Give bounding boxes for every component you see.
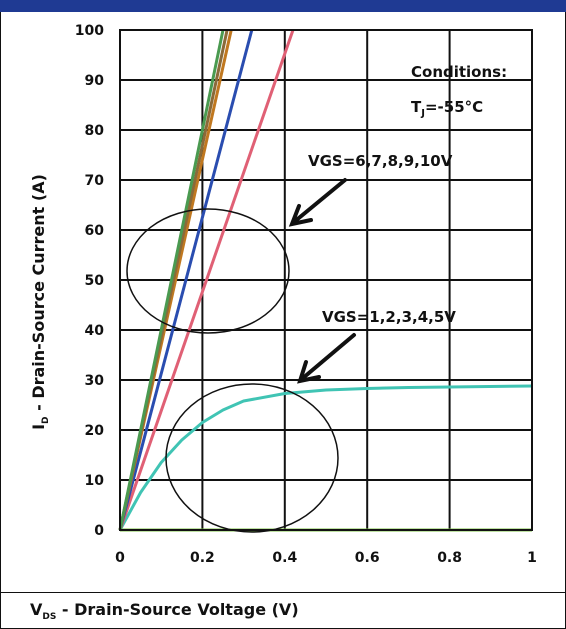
x-tick-label: 0.4 <box>272 550 297 566</box>
conditions-temperature: TJ=-55°C <box>411 98 483 119</box>
vgs-high-label: VGS=6,7,8,9,10V <box>308 152 453 170</box>
y-tick-label: 60 <box>85 223 105 239</box>
y-axis-label-subscript: D <box>41 416 52 424</box>
y-axis-label: ID - Drain-Source Current (A) <box>29 174 51 430</box>
series-line-2 <box>118 29 295 531</box>
y-tick-label: 70 <box>85 173 105 189</box>
series-line-3 <box>118 29 254 531</box>
annotation-ellipse-lower <box>165 383 339 533</box>
x-tick-label: 0.8 <box>437 550 462 566</box>
annotations: Conditions: TJ=-55°C VGS=6,7,8,9,10V VGS… <box>126 63 507 533</box>
x-axis-label-text: - Drain-Source Voltage (V) <box>56 600 299 619</box>
y-tick-label: 90 <box>85 73 105 89</box>
x-tick-label: 1 <box>527 550 537 566</box>
y-tick-label: 80 <box>85 123 105 139</box>
series-line-1 <box>118 384 533 531</box>
y-tick-label: 20 <box>85 423 105 439</box>
x-tick-label: 0.2 <box>190 550 215 566</box>
conditions-title: Conditions: <box>411 63 507 81</box>
annotation-ellipse-upper <box>126 208 290 334</box>
conditions-temperature-subscript: J <box>420 108 425 119</box>
plot-area-border <box>119 29 533 531</box>
y-tick-label: 40 <box>85 323 105 339</box>
header-bar <box>0 0 566 12</box>
arrow-lower <box>297 333 356 384</box>
x-axis-label: VDS - Drain-Source Voltage (V) <box>30 600 299 622</box>
y-tick-label: 50 <box>85 273 105 289</box>
y-axis-label-symbol: I <box>28 423 48 430</box>
y-axis-label-text: - Drain-Source Current (A) <box>28 174 48 417</box>
series-line-6 <box>118 29 225 531</box>
y-tick-label: 10 <box>85 473 105 489</box>
arrow-upper <box>288 178 347 227</box>
vgs-low-label: VGS=1,2,3,4,5V <box>322 308 456 326</box>
grid <box>119 29 533 531</box>
x-axis-label-symbol: V <box>30 600 43 619</box>
y-tick-label: 0 <box>94 523 104 539</box>
y-tick-label: 30 <box>85 373 105 389</box>
footer-divider <box>0 592 566 593</box>
conditions-temperature-symbol: T <box>411 98 422 116</box>
axes <box>119 29 533 531</box>
conditions-temperature-value: =-55°C <box>425 98 483 116</box>
y-tick-label: 100 <box>75 23 104 39</box>
x-tick-label: 0 <box>115 550 125 566</box>
x-axis-label-subscript: DS <box>42 612 57 623</box>
x-tick-label: 0.6 <box>355 550 380 566</box>
